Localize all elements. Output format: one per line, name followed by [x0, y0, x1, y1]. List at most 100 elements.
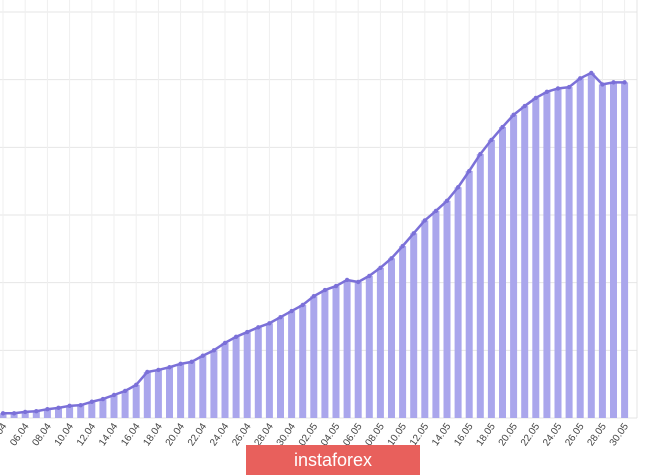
- point: [356, 279, 361, 285]
- bar: [254, 327, 262, 418]
- bar: [610, 82, 617, 418]
- point: [23, 409, 28, 415]
- point: [478, 151, 483, 157]
- bar: [565, 87, 573, 419]
- bar: [343, 279, 351, 418]
- bar: [154, 369, 162, 418]
- bar: [587, 72, 595, 419]
- point: [178, 361, 183, 367]
- point: [378, 265, 383, 270]
- point: [300, 302, 305, 308]
- watermark-box: [246, 445, 420, 475]
- point: [11, 411, 17, 416]
- point: [278, 314, 283, 320]
- point: [467, 168, 472, 174]
- point: [589, 70, 594, 76]
- bar: [243, 332, 251, 418]
- bar: [598, 84, 606, 419]
- bar: [77, 405, 85, 418]
- point: [67, 403, 72, 409]
- bar: [365, 275, 373, 418]
- bar: [432, 210, 440, 418]
- point: [511, 112, 516, 118]
- bar: [321, 290, 329, 418]
- point: [422, 218, 427, 223]
- point: [600, 82, 605, 87]
- point: [122, 388, 128, 394]
- bar: [166, 367, 173, 418]
- point: [222, 340, 228, 346]
- point: [344, 277, 350, 283]
- bar: [454, 187, 462, 418]
- point: [566, 84, 572, 90]
- bar: [465, 171, 473, 418]
- point: [167, 365, 172, 370]
- bar: [299, 304, 307, 418]
- point: [0, 411, 6, 416]
- point: [544, 89, 550, 95]
- bar: [132, 384, 140, 418]
- bar: [199, 355, 207, 418]
- bar: [232, 336, 240, 418]
- bar: [510, 114, 518, 418]
- bar: [476, 154, 484, 418]
- bar: [443, 200, 451, 418]
- bar: [399, 246, 407, 418]
- bar: [354, 281, 362, 418]
- point: [56, 405, 61, 411]
- bar: [576, 78, 584, 419]
- point: [267, 321, 272, 326]
- bar: [554, 88, 562, 419]
- bar: [188, 361, 196, 418]
- bar: [421, 220, 429, 418]
- bar: [487, 139, 495, 418]
- point: [333, 283, 339, 289]
- point: [134, 382, 139, 388]
- point: [411, 231, 416, 236]
- bar: [277, 317, 284, 418]
- bar: [499, 127, 506, 419]
- point: [233, 334, 239, 339]
- bar: [288, 311, 296, 418]
- bar: [55, 407, 62, 418]
- bar: [177, 363, 185, 418]
- point: [256, 325, 261, 330]
- point: [189, 359, 194, 365]
- bar: [210, 350, 218, 418]
- point: [156, 367, 161, 373]
- bar: [310, 296, 318, 418]
- bar: [532, 97, 540, 418]
- point: [500, 124, 505, 130]
- bar: [143, 371, 151, 418]
- bar: [521, 106, 529, 418]
- bar: [88, 401, 96, 418]
- point: [34, 409, 39, 414]
- point: [400, 243, 405, 249]
- point: [145, 369, 150, 375]
- bar: [110, 394, 118, 418]
- point: [100, 396, 106, 402]
- bar: [376, 267, 384, 418]
- point: [200, 353, 205, 358]
- point: [211, 348, 217, 353]
- bar: [332, 286, 340, 418]
- point: [555, 86, 561, 91]
- point: [111, 392, 117, 398]
- point: [522, 103, 527, 109]
- bar: [388, 258, 395, 418]
- bar: [621, 82, 629, 418]
- point: [78, 402, 83, 408]
- bar: [99, 399, 107, 418]
- point: [455, 185, 461, 190]
- point: [322, 287, 328, 293]
- bar: [21, 411, 29, 418]
- point: [433, 208, 439, 214]
- bar: [66, 405, 74, 418]
- point: [245, 329, 250, 335]
- point: [533, 95, 538, 101]
- point: [311, 294, 316, 299]
- point: [444, 198, 450, 203]
- point: [389, 256, 394, 261]
- bar: [43, 409, 51, 418]
